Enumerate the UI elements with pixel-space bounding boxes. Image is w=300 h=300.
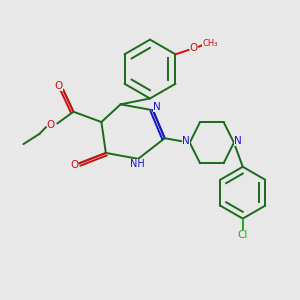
Text: N: N <box>182 136 190 146</box>
Text: O: O <box>70 160 78 170</box>
Text: O: O <box>190 44 198 53</box>
Text: O: O <box>46 120 55 130</box>
Text: Cl: Cl <box>238 230 248 240</box>
Text: N: N <box>234 136 241 146</box>
Text: CH₃: CH₃ <box>202 39 218 48</box>
Text: O: O <box>55 81 63 91</box>
Text: N: N <box>153 102 160 112</box>
Text: NH: NH <box>130 159 145 169</box>
